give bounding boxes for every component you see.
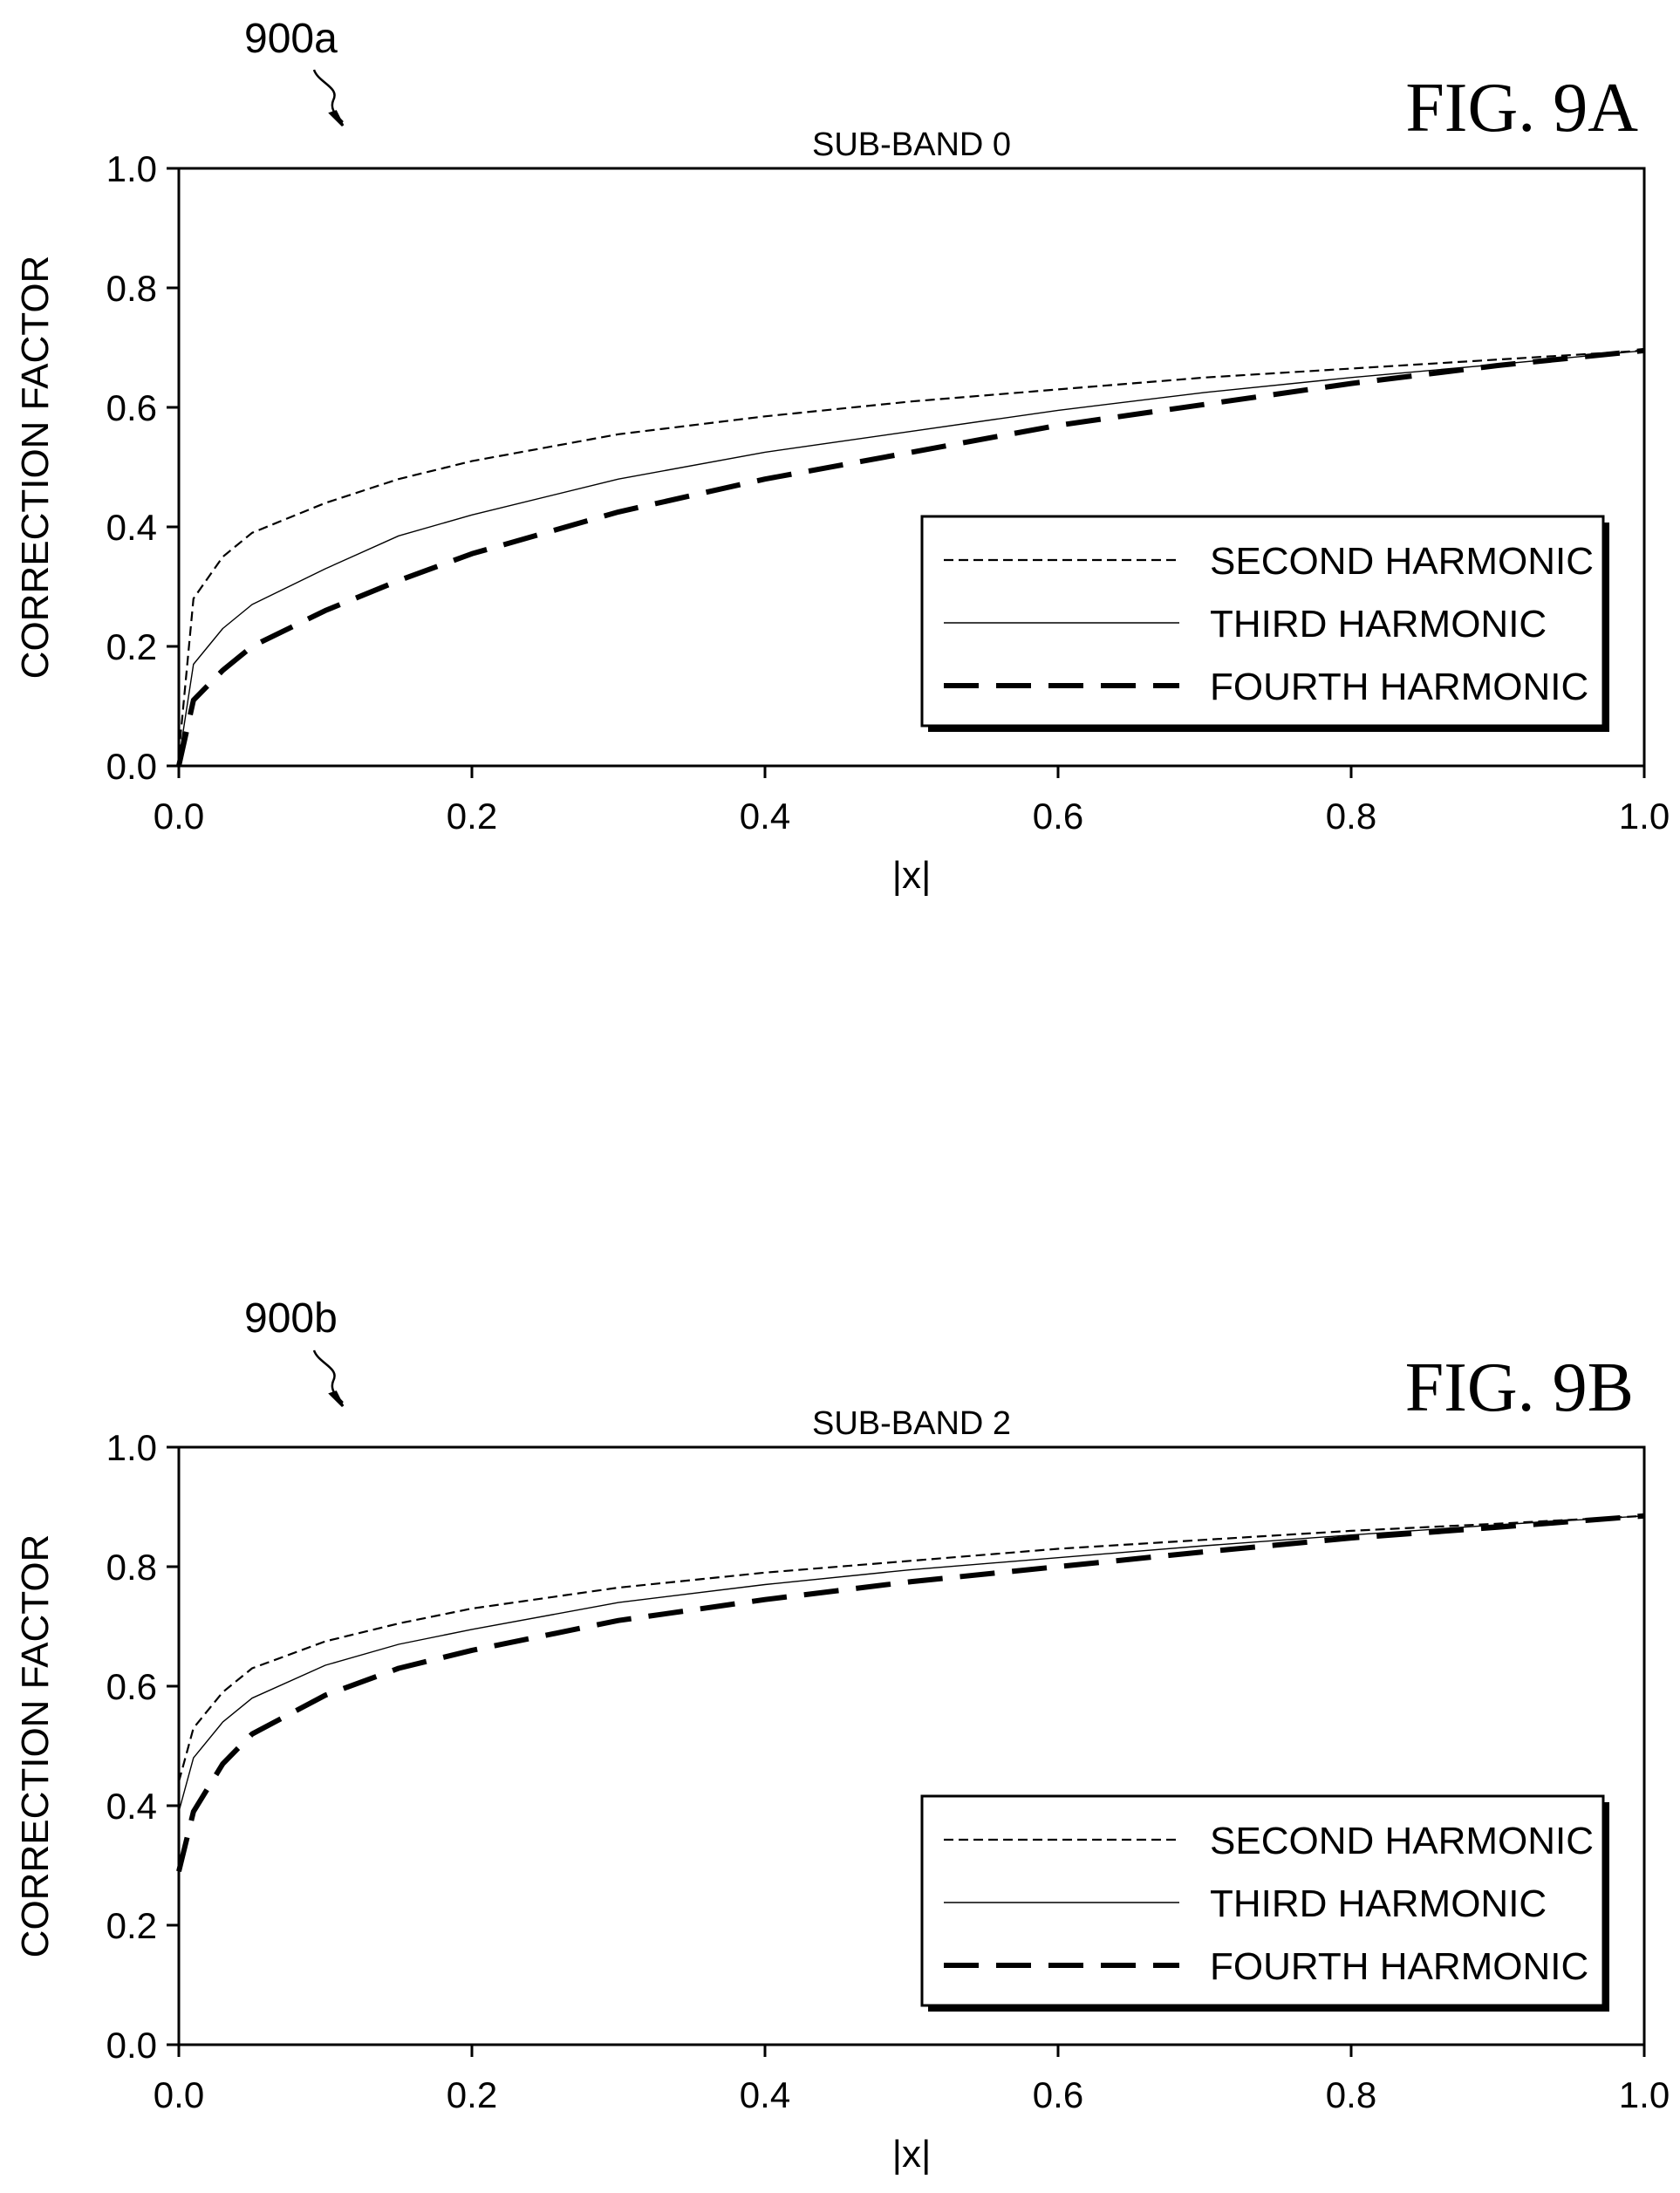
- x-tick-label: 0.4: [740, 796, 790, 837]
- y-tick-label: 0.2: [106, 1905, 157, 1946]
- x-tick-label: 1.0: [1619, 2074, 1670, 2115]
- legend-label: THIRD HARMONIC: [1210, 603, 1547, 646]
- reference-numeral: 900a: [244, 16, 338, 62]
- series-line-fourth-harmonic: [176, 1513, 1645, 1873]
- series-line-second-harmonic: [177, 349, 1645, 755]
- x-tick-label: 0.6: [1033, 2074, 1083, 2115]
- x-tick-label: 0.8: [1326, 2074, 1376, 2115]
- x-tick-label: 0.2: [447, 796, 497, 837]
- y-tick-label: 0.6: [106, 1666, 157, 1707]
- reference-numeral: 900b: [244, 1295, 338, 1342]
- series-line-second-harmonic: [177, 1514, 1645, 1782]
- legend-label: FOURTH HARMONIC: [1210, 1945, 1588, 1988]
- legend-label: THIRD HARMONIC: [1210, 1882, 1547, 1925]
- x-axis-label: |x|: [892, 2133, 932, 2176]
- plot-frame: [177, 1445, 1646, 2046]
- x-tick-label: 0.4: [740, 2074, 790, 2115]
- y-axis-label: CORRECTION FACTOR: [14, 256, 57, 680]
- x-tick-label: 0.0: [154, 2074, 204, 2115]
- reference-arrowhead: [328, 1390, 345, 1408]
- chart-title: SUB-BAND 0: [812, 126, 1011, 163]
- y-tick-label: 1.0: [106, 1427, 157, 1468]
- legend-label: FOURTH HARMONIC: [1210, 666, 1588, 708]
- y-tick-label: 0.4: [106, 1786, 157, 1827]
- legend-label: SECOND HARMONIC: [1210, 540, 1594, 583]
- series-line-third-harmonic: [178, 1515, 1645, 1812]
- figure-label: FIG. 9B: [1405, 1349, 1634, 1426]
- y-tick-label: 0.8: [106, 268, 157, 309]
- legend-box: [920, 1794, 1605, 2007]
- x-axis-label: |x|: [892, 854, 932, 897]
- y-tick-label: 0.4: [106, 507, 157, 548]
- chart-9a: 900a FIG. 9A SUB-BAND 0 0.0 0.2 0.4 0.6 0.8 1.0 0…: [14, 16, 1670, 897]
- y-tick-label: 0.2: [106, 626, 157, 667]
- x-tick-label: 0.0: [154, 796, 204, 837]
- legend-label: SECOND HARMONIC: [1210, 1820, 1594, 1862]
- chart-9b: 900b FIG. 9B SUB-BAND 2 0.0 0.2 0.4 0.6 0.8 1.0 0…: [14, 1295, 1670, 2176]
- legend-box: [920, 515, 1605, 728]
- y-axis-label: CORRECTION FACTOR: [14, 1534, 57, 1958]
- x-tick-label: 0.2: [447, 2074, 497, 2115]
- series-line-fourth-harmonic: [176, 347, 1645, 767]
- plot-frame: [177, 167, 1646, 768]
- y-tick-label: 1.0: [106, 148, 157, 189]
- y-tick-label: 0.0: [106, 2025, 157, 2066]
- x-tick-label: 0.6: [1033, 796, 1083, 837]
- y-tick-label: 0.0: [106, 746, 157, 787]
- y-tick-label: 0.8: [106, 1547, 157, 1588]
- x-tick-label: 1.0: [1619, 796, 1670, 837]
- reference-arrowhead: [328, 110, 345, 127]
- y-tick-label: 0.6: [106, 387, 157, 428]
- chart-title: SUB-BAND 2: [812, 1405, 1011, 1442]
- series-line-third-harmonic: [178, 350, 1645, 761]
- figure-label: FIG. 9A: [1405, 70, 1638, 147]
- x-tick-label: 0.8: [1326, 796, 1376, 837]
